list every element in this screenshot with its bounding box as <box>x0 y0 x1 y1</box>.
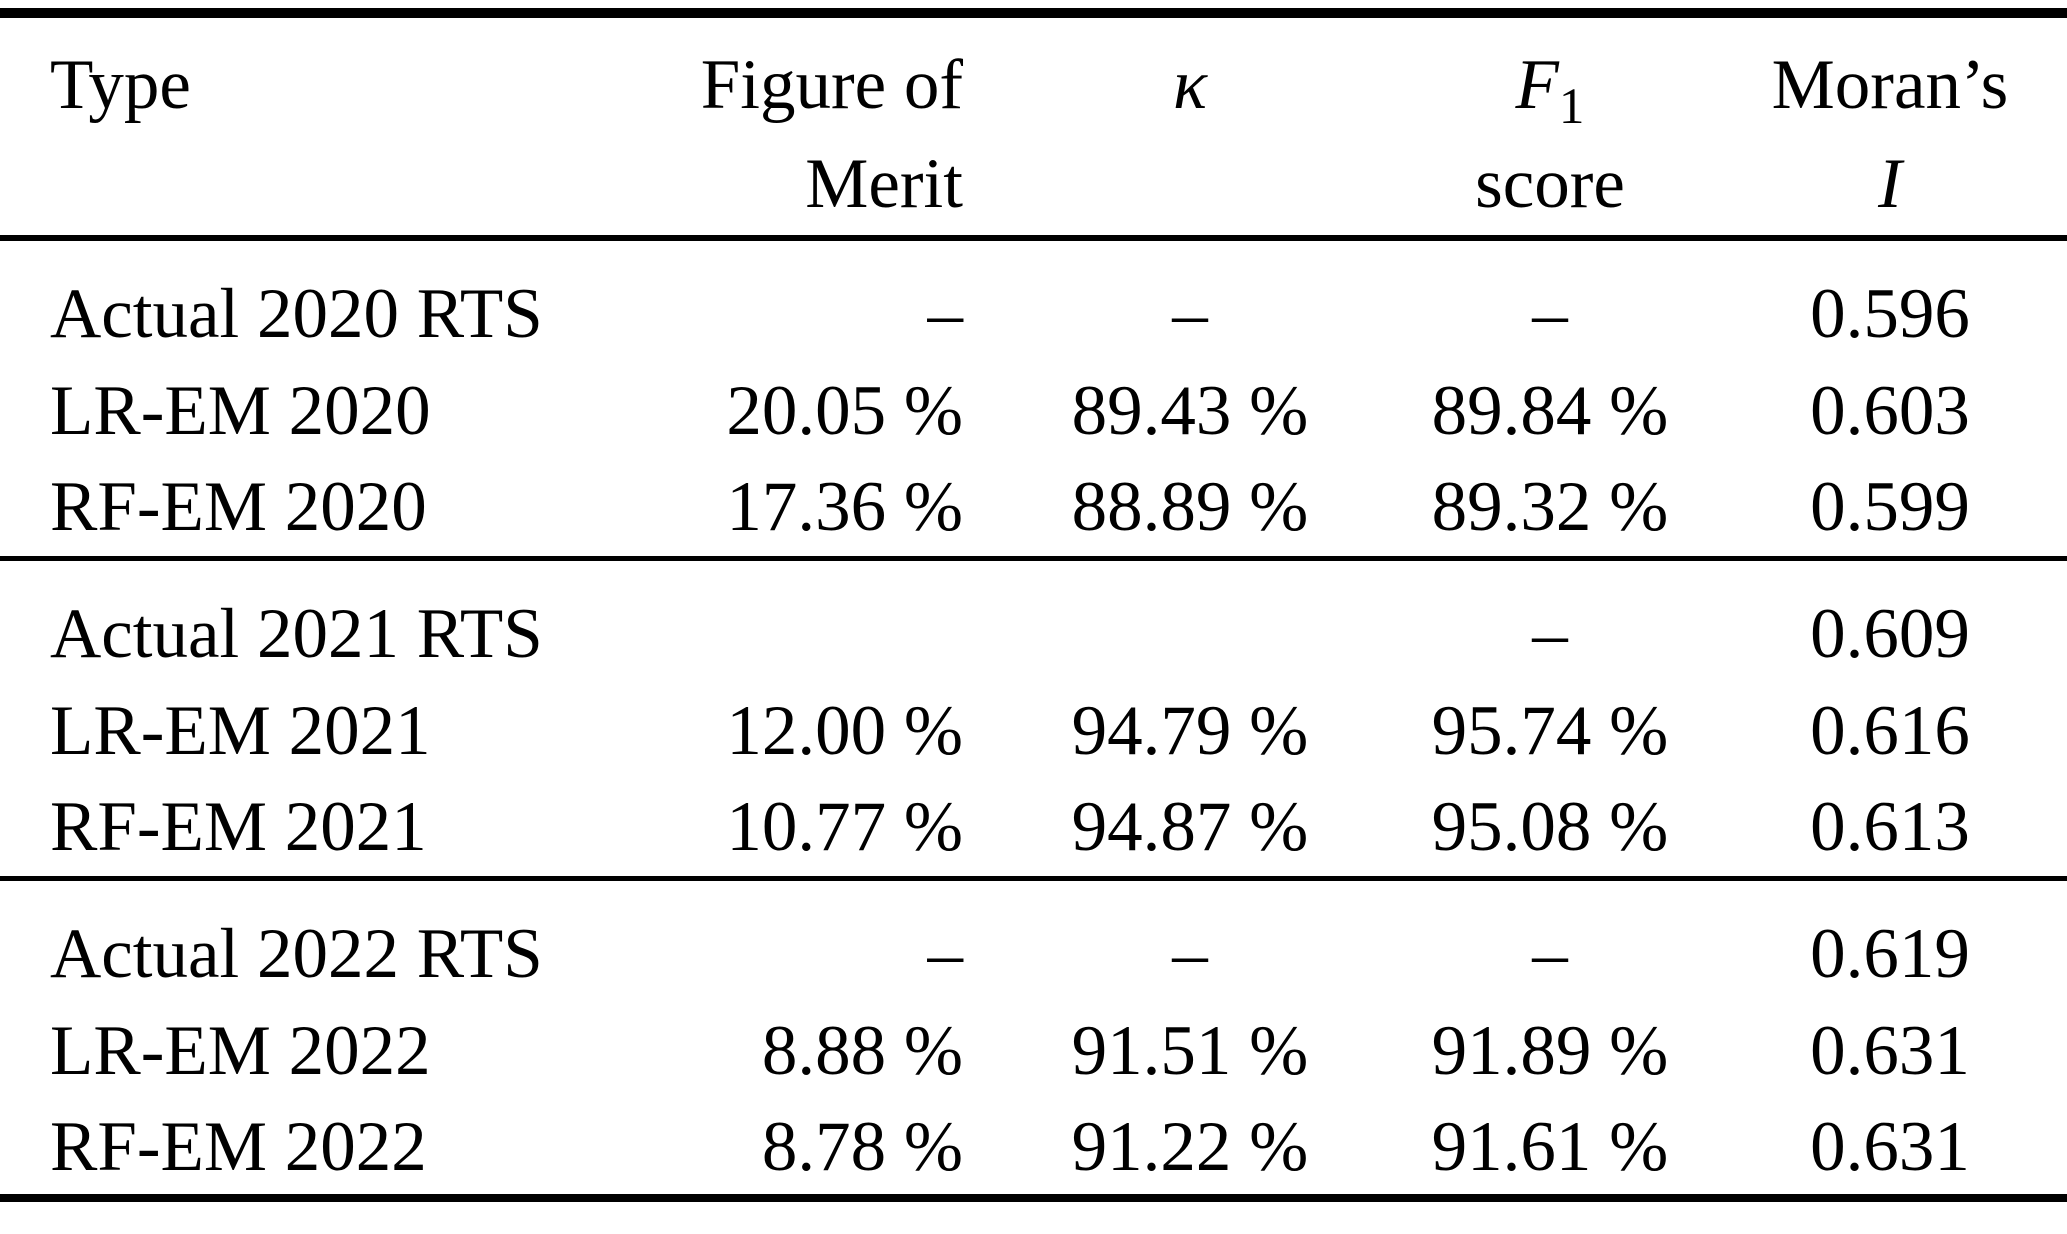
cell-type: RF-EM 2021 <box>50 788 427 867</box>
cell-kappa: – <box>1172 275 1208 353</box>
header-kappa-symbol: κ <box>1172 46 1208 124</box>
cell-f1-score: – <box>1532 594 1568 673</box>
header-row: Type Figure of Merit κ F1 score Moran’s <box>0 13 2067 238</box>
cell-morans-i: 0.609 <box>1810 594 1970 673</box>
table-row: LR-EM 2021 12.00 % 94.79 % 95.74 % 0.616 <box>0 682 2067 780</box>
cell-morans-i: 0.631 <box>1810 1011 1970 1090</box>
column-header-kappa: κ <box>963 13 1320 238</box>
cell-figure-of-merit: 10.77 % <box>726 788 963 867</box>
cell-type: RF-EM 2020 <box>50 468 427 547</box>
cell-figure-of-merit: – <box>927 275 964 353</box>
column-header-f1-score: F1 score <box>1320 13 1689 238</box>
cell-figure-of-merit: – <box>927 914 964 993</box>
cell-kappa: 94.87 % <box>1071 788 1309 867</box>
section-2022: Actual 2022 RTS – – – 0.619 LR-EM 2022 8… <box>0 878 2067 1198</box>
header-f1-line1: F1 <box>1411 36 1689 135</box>
cell-f1-score: 95.74 % <box>1431 691 1669 770</box>
table-row: Actual 2020 RTS – – – 0.596 <box>0 238 2067 362</box>
cell-morans-i: 0.613 <box>1810 788 1970 867</box>
header-type-blank <box>50 135 645 234</box>
column-header-figure-of-merit: Figure of Merit <box>645 13 963 238</box>
table-row: LR-EM 2020 20.05 % 89.43 % 89.84 % 0.603 <box>0 362 2067 460</box>
table-row: RF-EM 2022 8.78 % 91.22 % 91.61 % 0.631 <box>0 1100 2067 1198</box>
table-row: Actual 2022 RTS – – – 0.619 <box>0 878 2067 1002</box>
cell-f1-score: – <box>1532 914 1568 993</box>
cell-type: LR-EM 2022 <box>50 1011 431 1090</box>
cell-morans-i: 0.603 <box>1810 371 1970 450</box>
cell-morans-i: 0.596 <box>1810 275 1970 353</box>
cell-kappa: 89.43 % <box>1071 371 1309 450</box>
f1-subscript: 1 <box>1558 78 1585 136</box>
cell-figure-of-merit: 8.78 % <box>761 1107 963 1186</box>
cell-kappa: 94.79 % <box>1071 691 1309 770</box>
cell-figure-of-merit <box>645 558 963 682</box>
cell-type: LR-EM 2021 <box>50 691 431 770</box>
cell-morans-i: 0.631 <box>1810 1107 1970 1186</box>
cell-morans-i: 0.616 <box>1810 691 1970 770</box>
cell-figure-of-merit: 20.05 % <box>726 371 963 450</box>
header-f1-line2: score <box>1475 145 1625 223</box>
cell-f1-score: 91.61 % <box>1431 1107 1669 1186</box>
column-header-type: Type <box>0 13 645 238</box>
table-row: RF-EM 2020 17.36 % 88.89 % 89.32 % 0.599 <box>0 460 2067 558</box>
cell-type: Actual 2022 RTS <box>50 914 543 993</box>
cell-type: LR-EM 2020 <box>50 371 431 450</box>
table-header: Type Figure of Merit κ F1 score Moran’s <box>0 13 2067 238</box>
header-fom-line1: Figure of <box>700 46 963 124</box>
cell-f1-score: – <box>1532 275 1568 353</box>
cell-morans-i: 0.619 <box>1810 914 1970 993</box>
f1-symbol: F <box>1515 46 1559 124</box>
cell-figure-of-merit: 17.36 % <box>726 468 963 547</box>
cell-figure-of-merit: 12.00 % <box>726 691 963 770</box>
header-fom-line2: Merit <box>805 145 963 223</box>
cell-morans-i: 0.599 <box>1810 468 1970 547</box>
section-2021: Actual 2021 RTS – 0.609 LR-EM 2021 12.00… <box>0 558 2067 878</box>
table-row: Actual 2021 RTS – 0.609 <box>0 558 2067 682</box>
cell-figure-of-merit: 8.88 % <box>761 1011 963 1090</box>
table-row: RF-EM 2021 10.77 % 94.87 % 95.08 % 0.613 <box>0 780 2067 878</box>
header-type-label: Type <box>50 46 191 124</box>
cell-f1-score: 95.08 % <box>1431 788 1669 867</box>
cell-kappa: 88.89 % <box>1071 468 1309 547</box>
cell-kappa: – <box>1172 914 1208 993</box>
cell-type: Actual 2020 RTS <box>50 275 543 353</box>
column-header-morans-i: Moran’s I <box>1689 13 2067 238</box>
header-moran-line1: Moran’s <box>1771 46 2009 124</box>
table-row: LR-EM 2022 8.88 % 91.51 % 91.89 % 0.631 <box>0 1002 2067 1100</box>
cell-type: Actual 2021 RTS <box>50 594 543 673</box>
cell-f1-score: 91.89 % <box>1431 1011 1669 1090</box>
cell-f1-score: 89.32 % <box>1431 468 1669 547</box>
cell-kappa: 91.51 % <box>1071 1011 1309 1090</box>
cell-kappa <box>963 558 1320 682</box>
cell-type: RF-EM 2022 <box>50 1107 427 1186</box>
cell-kappa: 91.22 % <box>1071 1107 1309 1186</box>
section-2020: Actual 2020 RTS – – – 0.596 LR-EM 2020 2… <box>0 238 2067 558</box>
results-table: Type Figure of Merit κ F1 score Moran’s <box>0 8 2067 1202</box>
header-kappa-blank <box>1060 135 1320 234</box>
cell-f1-score: 89.84 % <box>1431 371 1669 450</box>
header-moran-line2: I <box>1878 145 1902 223</box>
